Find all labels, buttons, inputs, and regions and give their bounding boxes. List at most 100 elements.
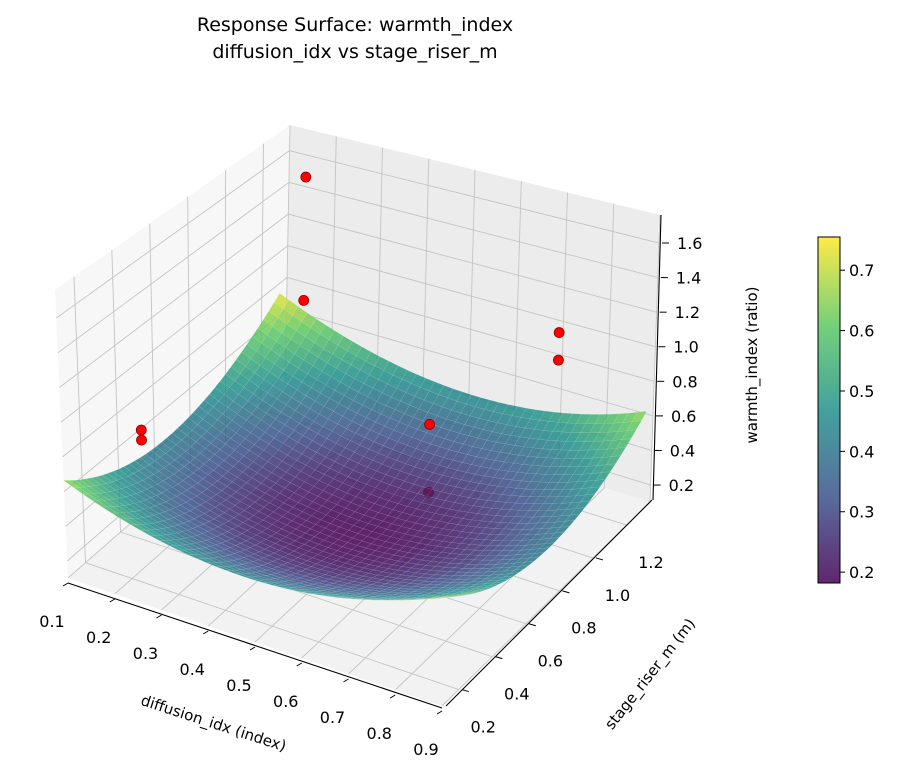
surface-face: [479, 586, 494, 590]
left-gridline-y: [73, 276, 86, 563]
z-tick-label: 1.0: [673, 338, 698, 357]
data-point: [553, 327, 565, 338]
back-gridline-z: [286, 308, 654, 417]
x-tick-mark: [249, 646, 256, 651]
chart-title: Response Surface: warmth_index: [197, 14, 513, 36]
surface-face: [434, 596, 449, 598]
colorbar-tick-label: 0.2: [849, 563, 874, 582]
x-tick-mark: [109, 598, 116, 603]
y-tick-mark: [595, 557, 604, 561]
x-tick-label: 0.2: [86, 628, 111, 647]
y-tick-label: 0.8: [571, 619, 596, 638]
surface-face: [529, 552, 545, 559]
colorbar: 0.2 0.3 0.4 0.5 0.6 0.7: [817, 236, 874, 584]
back-gridline-z: [289, 150, 660, 244]
surface-face: [549, 531, 565, 539]
y-tick-mark: [461, 689, 469, 693]
left-pane: [55, 125, 290, 578]
floor-gridline-y: [85, 562, 459, 690]
x-tick-label: 0.7: [320, 708, 345, 727]
y-tick-mark: [495, 656, 503, 660]
colorbar-tick-label: 0.4: [849, 442, 874, 461]
back-gridline-z: [288, 213, 657, 313]
x-tick-mark: [389, 694, 396, 699]
back-gridline-x: [649, 214, 661, 503]
left-gridline-z: [63, 308, 287, 492]
colorbar-tick-label: 0.6: [849, 322, 874, 341]
y-tick-label: 1.2: [638, 553, 663, 572]
z-tick-label: 0.4: [670, 441, 695, 460]
data-point: [300, 171, 312, 183]
y-tick-label: 1.0: [605, 586, 630, 605]
surface-face: [539, 542, 555, 549]
surface-face: [518, 560, 535, 567]
surface-face: [499, 575, 514, 581]
x-tick-mark: [62, 582, 69, 587]
colorbar-tick-label: 0.7: [849, 261, 874, 280]
x-tick-label: 0.6: [273, 692, 298, 711]
z-tick-label: 0.2: [669, 476, 694, 495]
x-axis-line: [67, 582, 443, 709]
x-tick-label: 0.3: [133, 644, 158, 663]
x-tick-mark: [343, 678, 349, 683]
left-gridline-z: [62, 277, 288, 458]
y-tick-mark: [562, 590, 570, 594]
surface-face: [564, 513, 581, 522]
surface-face: [569, 507, 586, 516]
surface-face: [513, 564, 530, 571]
x-tick-label: 0.5: [226, 676, 251, 695]
surface-face: [544, 537, 560, 544]
y-axis-label: stage_riser_m (m): [601, 615, 700, 734]
surface-face: [474, 588, 489, 592]
z-tick-label: 1.6: [677, 234, 702, 253]
x-axis-label: diffusion_idx (index): [138, 691, 288, 756]
surface-face: [454, 594, 469, 597]
x-tick-label: 0.1: [39, 612, 64, 631]
surface-face: [494, 578, 509, 583]
left-gridline-z: [56, 150, 290, 319]
response-surface: [63, 292, 647, 601]
colorbar-tick-label: 0.3: [849, 503, 874, 522]
z-tick-label: 0.6: [671, 407, 696, 426]
left-gridline-z: [57, 181, 290, 354]
surface-face: [534, 547, 550, 554]
colorbar-gradient: [818, 237, 840, 583]
x-tick-mark: [296, 662, 303, 667]
z-axis-line: [652, 214, 662, 501]
z-tick-label: 1.4: [676, 269, 701, 288]
floor-gridline-y: [120, 531, 493, 658]
colorbar-frame: [817, 236, 841, 584]
back-gridline-z: [288, 181, 658, 279]
left-gridline-z: [59, 213, 289, 388]
x-tick-mark: [202, 630, 209, 635]
data-point: [298, 294, 310, 306]
y-tick-label: 0.2: [470, 717, 495, 736]
surface-face: [464, 591, 479, 595]
surface-face: [605, 455, 621, 466]
surface-face: [509, 568, 525, 574]
y-tick-mark: [528, 623, 537, 627]
z-tick-label: 1.2: [675, 303, 700, 322]
data-point: [135, 424, 147, 436]
x-tick-mark: [436, 710, 443, 715]
data-point: [136, 434, 147, 446]
surface-face: [559, 520, 575, 528]
y-tick-label: 0.4: [504, 685, 529, 704]
scatter-points: [135, 171, 565, 446]
surface-face: [524, 556, 540, 563]
surface-face: [554, 525, 570, 534]
data-point: [424, 419, 435, 430]
z-axis-label: warmth_index (ratio): [743, 287, 762, 444]
z-tick-label: 0.8: [672, 372, 697, 391]
axis-lines: 0.1 0.2 0.3 0.4 0.5 0.6 0.7 0.8 0.9 0.2 0.4 0.6 0.8 1…: [39, 214, 702, 759]
x-tick-label: 0.9: [413, 740, 438, 759]
back-gridline-z: [287, 245, 656, 348]
left-gridline-z: [60, 245, 288, 423]
data-point: [553, 354, 564, 366]
y-axis-line: [445, 499, 653, 707]
x-tick-mark: [156, 614, 162, 619]
colorbar-tick-label: 0.5: [849, 382, 874, 401]
x-tick-label: 0.8: [367, 724, 392, 743]
y-tick-label: 0.6: [538, 652, 563, 671]
